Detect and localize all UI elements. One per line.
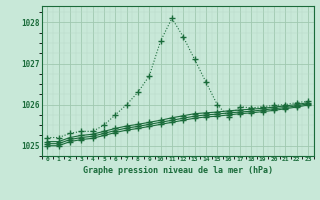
X-axis label: Graphe pression niveau de la mer (hPa): Graphe pression niveau de la mer (hPa) — [83, 166, 273, 175]
